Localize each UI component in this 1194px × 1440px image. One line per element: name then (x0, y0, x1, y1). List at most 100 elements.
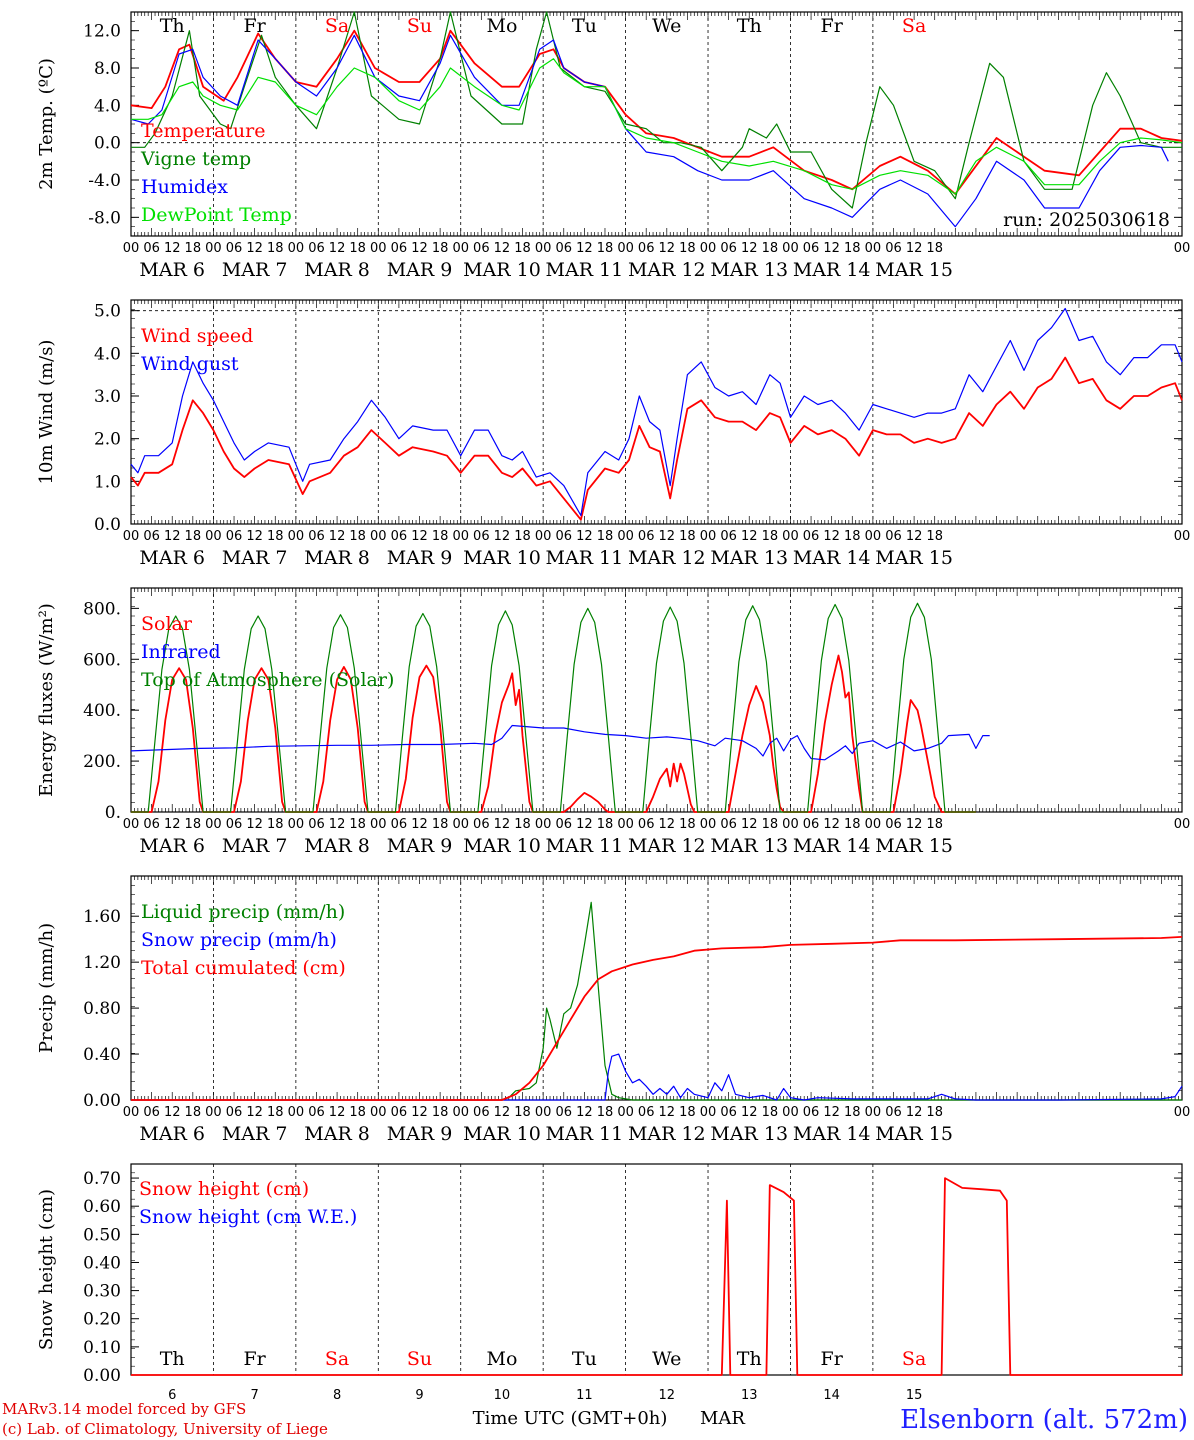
hour-label: 06 (885, 817, 902, 832)
date-label: MAR 8 (304, 1123, 370, 1145)
hour-label: 18 (926, 817, 943, 832)
hour-label: 00 (123, 817, 140, 832)
day-name: Sa (325, 15, 349, 37)
hour-label: 06 (803, 241, 820, 256)
hour-label: 00 (1174, 529, 1191, 544)
panel-4 (130, 875, 1183, 1101)
hour-label: 12 (906, 241, 923, 256)
hour-label: 00 (782, 529, 799, 544)
hour-label: 00 (123, 529, 140, 544)
hour-label: 12 (823, 241, 840, 256)
hour-label: 12 (576, 241, 593, 256)
series-line-dewpoint-temp (131, 58, 1183, 195)
day-name: Mo (486, 1348, 517, 1370)
hour-label: 18 (432, 529, 449, 544)
hour-label: 00 (288, 1105, 305, 1120)
hour-label: 18 (185, 1105, 202, 1120)
series-line-temperature (130, 29, 1183, 195)
series-line-humidex (130, 34, 1169, 228)
hour-label: 12 (411, 1105, 428, 1120)
hour-label: 18 (679, 529, 696, 544)
panel-3 (130, 587, 1183, 813)
lab-credit: (c) Lab. of Climatology, University of L… (2, 1420, 328, 1438)
y-tick-label: 12.0 (83, 22, 121, 42)
hour-label: 00 (452, 241, 469, 256)
date-label: MAR 6 (139, 835, 205, 857)
panel-frame (130, 299, 1183, 525)
day-number-label: 7 (251, 1388, 259, 1403)
hour-label: 00 (370, 1105, 387, 1120)
day-name: Th (160, 15, 185, 37)
hour-label: 12 (411, 817, 428, 832)
hour-label: 12 (246, 817, 263, 832)
hour-label: 06 (391, 1105, 408, 1120)
hour-label: 06 (391, 241, 408, 256)
hour-label: 00 (617, 1105, 634, 1120)
hour-label: 18 (844, 1105, 861, 1120)
hour-label: 00 (288, 817, 305, 832)
hour-label: 00 (1174, 1105, 1191, 1120)
hour-label: 00 (452, 1105, 469, 1120)
hour-label: 12 (246, 529, 263, 544)
legend-entry: Snow height (cm W.E.) (139, 1206, 357, 1228)
hour-label: 12 (329, 817, 346, 832)
day-number-label: 12 (659, 1388, 676, 1403)
legend-entry: Solar (141, 613, 193, 635)
series-line-wind-speed (130, 356, 1183, 521)
hour-label: 06 (473, 529, 490, 544)
day-name: Fr (821, 15, 844, 37)
legend-entry: Temperature (141, 120, 265, 142)
date-label: MAR 12 (628, 1123, 706, 1145)
hour-label: 06 (555, 1105, 572, 1120)
day-number-label: 11 (576, 1388, 593, 1403)
day-name: Tu (572, 1348, 597, 1370)
y-tick-label: 600. (83, 650, 121, 670)
date-label: MAR 13 (710, 259, 788, 281)
date-label: MAR 9 (387, 547, 453, 569)
date-label: MAR 6 (139, 1123, 205, 1145)
hour-label: 18 (432, 817, 449, 832)
date-label: MAR 8 (304, 547, 370, 569)
day-name: Sa (902, 1348, 926, 1370)
hour-label: 00 (700, 1105, 717, 1120)
hour-label: 06 (226, 1105, 243, 1120)
legend-entry: Humidex (141, 176, 228, 198)
y-tick-label: -4.0 (88, 171, 121, 191)
y-tick-label: 4.0 (94, 344, 121, 364)
hour-label: 00 (782, 241, 799, 256)
hour-label: 06 (308, 241, 325, 256)
y-axis-label: 10m Wind (m/s) (36, 340, 57, 485)
hour-label: 06 (473, 241, 490, 256)
station-name: Elsenborn (alt. 572m) (900, 1405, 1188, 1435)
date-label: MAR 10 (463, 259, 541, 281)
y-tick-label: 0.0 (94, 134, 121, 154)
hour-label: 00 (700, 817, 717, 832)
hour-label: 12 (906, 1105, 923, 1120)
hour-label: 06 (803, 1105, 820, 1120)
hour-label: 06 (391, 529, 408, 544)
y-tick-label: 200. (83, 752, 121, 772)
hour-label: 12 (741, 817, 758, 832)
hour-label: 12 (576, 1105, 593, 1120)
panel-frame (130, 587, 1183, 813)
hour-label: 06 (555, 241, 572, 256)
panel-5 (130, 1163, 1183, 1376)
hour-label: 18 (432, 1105, 449, 1120)
hour-label: 18 (349, 1105, 366, 1120)
date-label: MAR 9 (387, 1123, 453, 1145)
hour-label: 06 (143, 529, 160, 544)
hour-label: 00 (123, 241, 140, 256)
hour-label: 18 (432, 241, 449, 256)
date-label: MAR 15 (875, 1123, 953, 1145)
hour-label: 00 (700, 241, 717, 256)
hour-label: 06 (473, 1105, 490, 1120)
hour-label: 18 (844, 817, 861, 832)
hour-label: 18 (514, 1105, 531, 1120)
hour-label: 18 (597, 817, 614, 832)
y-tick-label: 3.0 (94, 387, 121, 407)
hour-label: 00 (865, 241, 882, 256)
hour-label: 12 (659, 817, 676, 832)
date-label: MAR 7 (222, 1123, 288, 1145)
y-tick-label: 800. (83, 599, 121, 619)
x-axis-label: Time UTC (GMT+0h) (473, 1408, 668, 1429)
